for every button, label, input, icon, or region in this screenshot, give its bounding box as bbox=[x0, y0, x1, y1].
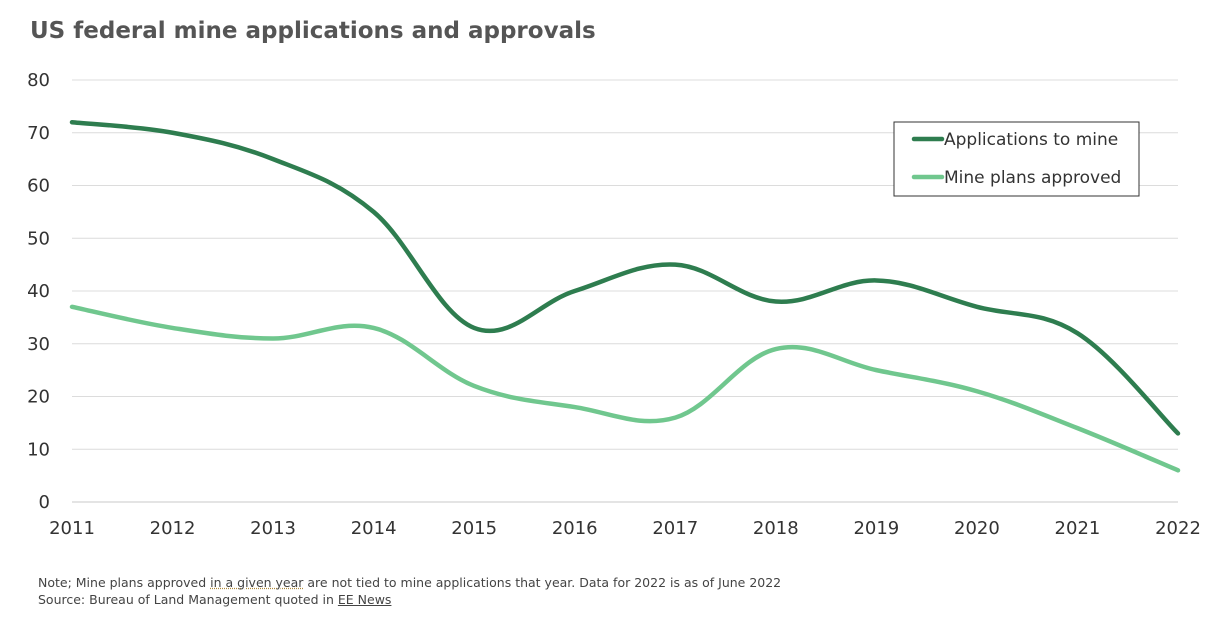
y-tick-label: 20 bbox=[27, 387, 50, 408]
x-tick-label: 2020 bbox=[954, 518, 1000, 539]
y-tick-label: 80 bbox=[27, 70, 50, 91]
x-tick-label: 2021 bbox=[1055, 518, 1101, 539]
x-tick-label: 2022 bbox=[1155, 518, 1201, 539]
source-prefix: Source: Bureau of Land Management quoted… bbox=[38, 592, 338, 607]
x-tick-label: 2019 bbox=[853, 518, 899, 539]
x-tick-label: 2011 bbox=[49, 518, 95, 539]
series-line-applications bbox=[69, 119, 1181, 436]
x-tick-label: 2017 bbox=[652, 518, 698, 539]
source-link[interactable]: EE News bbox=[337, 592, 392, 607]
chart-source: Source: Bureau of Land Management quoted… bbox=[38, 592, 391, 607]
legend-box bbox=[893, 121, 1140, 197]
y-tick-label: 70 bbox=[27, 123, 50, 144]
y-tick-label: 60 bbox=[27, 176, 50, 197]
x-tick-label: 2014 bbox=[351, 518, 397, 539]
x-tick-label: 2015 bbox=[451, 518, 497, 539]
y-tick-label: 50 bbox=[27, 228, 50, 249]
note-dotted-phrase: in a given year bbox=[210, 575, 304, 590]
legend-label: Mine plans approved bbox=[944, 168, 1121, 188]
x-axis-ticks: 2011 2012 2013 2014 2015 2016 2017 2018 2019 2020… bbox=[49, 518, 1201, 539]
note-prefix: Note; Mine plans approved bbox=[38, 575, 211, 590]
legend-label: Applications to mine bbox=[944, 130, 1118, 150]
chart-title: US federal mine applications and approva… bbox=[30, 18, 596, 44]
x-tick-label: 2016 bbox=[552, 518, 598, 539]
series-line-approvals bbox=[69, 304, 1181, 473]
legend: Applications to mine Mine plans approved bbox=[893, 121, 1140, 197]
y-tick-label: 30 bbox=[27, 334, 50, 355]
note-suffix: are not tied to mine applications that y… bbox=[303, 575, 782, 590]
y-tick-label: 40 bbox=[27, 281, 50, 302]
x-tick-label: 2013 bbox=[250, 518, 296, 539]
series-lines bbox=[69, 119, 1181, 473]
x-tick-label: 2018 bbox=[753, 518, 799, 539]
y-tick-label: 10 bbox=[27, 439, 50, 460]
x-tick-label: 2012 bbox=[150, 518, 196, 539]
y-axis-ticks: 0 10 20 30 40 50 60 70 80 bbox=[27, 70, 50, 513]
chart-note: Note; Mine plans approved in a given yea… bbox=[38, 575, 781, 590]
y-tick-label: 0 bbox=[39, 492, 50, 513]
